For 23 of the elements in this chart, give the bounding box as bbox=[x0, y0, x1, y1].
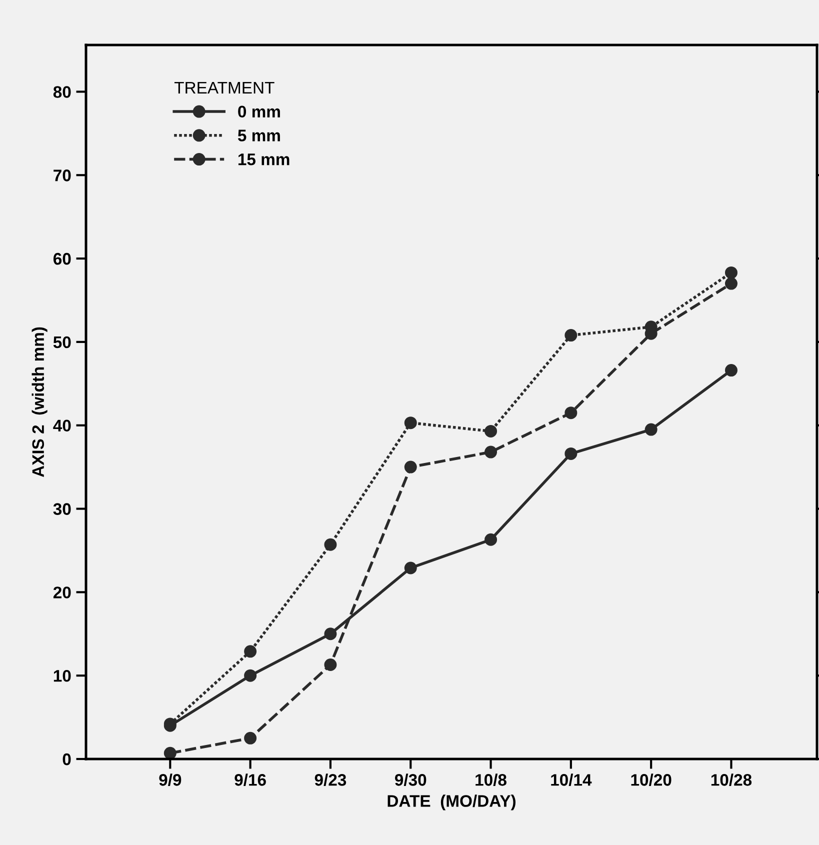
y-axis-title: AXIS 2 (width mm) bbox=[32, 327, 48, 478]
x-tick-label: 9/23 bbox=[314, 774, 346, 786]
y-tick-label: 40 bbox=[53, 420, 71, 432]
x-tick-label: 10/14 bbox=[551, 774, 592, 786]
x-tick-label: 10/28 bbox=[711, 774, 752, 786]
y-tick-label: 80 bbox=[53, 86, 71, 98]
x-axis-title: DATE (MO/DAY) bbox=[388, 794, 516, 810]
y-tick-label: 30 bbox=[53, 503, 71, 515]
y-tick-label: 20 bbox=[53, 586, 71, 598]
y-tick-label: 60 bbox=[53, 252, 71, 265]
legend-title: TREATMENT bbox=[174, 82, 274, 94]
legend-label: 15 mm bbox=[238, 154, 290, 166]
y-tick-label: 0 bbox=[62, 753, 71, 766]
x-tick-label: 10/20 bbox=[631, 774, 672, 786]
x-tick-label: 9/16 bbox=[234, 774, 266, 786]
x-tick-label: 9/9 bbox=[159, 774, 182, 786]
y-tick-label: 50 bbox=[53, 336, 71, 348]
y-tick-label: 10 bbox=[54, 670, 71, 682]
legend-label: 0 mm bbox=[238, 106, 280, 118]
x-tick-label: 10/8 bbox=[476, 774, 506, 786]
legend-label: 5 mm bbox=[238, 130, 280, 142]
x-tick-label: 9/30 bbox=[394, 774, 426, 786]
y-tick-label: 70 bbox=[54, 170, 71, 182]
